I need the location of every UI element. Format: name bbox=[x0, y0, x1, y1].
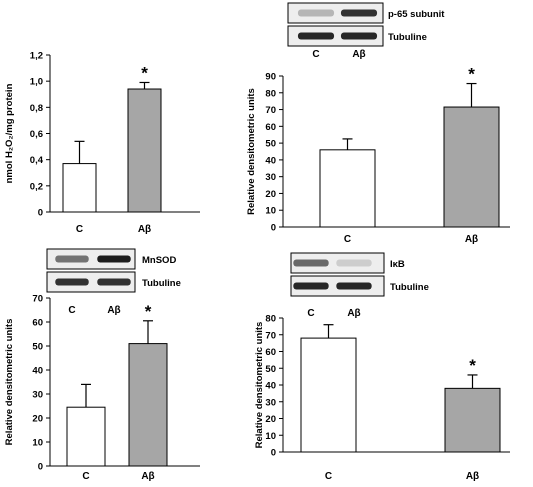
significance-asterisk: * bbox=[141, 63, 148, 82]
x-category-label: Aβ bbox=[466, 471, 479, 482]
blot-lane-label: C bbox=[68, 305, 75, 316]
y-axis-label: Relative densitometric units bbox=[4, 319, 15, 446]
blot-lane-label: Aβ bbox=[107, 305, 120, 316]
y-tick-label: 0 bbox=[38, 208, 43, 219]
blot-frame bbox=[46, 271, 136, 293]
y-tick-label: 70 bbox=[265, 105, 276, 116]
y-tick-label: 80 bbox=[265, 314, 276, 325]
blot-lane-label: C bbox=[307, 308, 314, 319]
y-tick-label: 50 bbox=[265, 364, 276, 375]
x-category-label: Aβ bbox=[465, 234, 478, 245]
y-tick-label: 10 bbox=[32, 438, 43, 449]
x-category-label: C bbox=[82, 471, 89, 482]
y-tick-label: 20 bbox=[32, 414, 43, 425]
blot-row-label: p-65 subunit bbox=[388, 9, 445, 20]
y-tick-label: 40 bbox=[32, 366, 43, 377]
bar-p65 bbox=[443, 106, 500, 228]
bar-ikb bbox=[444, 387, 501, 453]
y-tick-label: 90 bbox=[265, 72, 276, 83]
significance-asterisk: * bbox=[469, 356, 476, 375]
y-tick-label: 50 bbox=[265, 139, 276, 150]
y-tick-label: 10 bbox=[265, 431, 276, 442]
y-tick-label: 0 bbox=[38, 462, 43, 473]
blot-band bbox=[97, 255, 131, 263]
y-axis-label: nmol H₂O₂/mg protein bbox=[4, 83, 15, 183]
blot-lane-label: Aβ bbox=[347, 308, 360, 319]
blot-band bbox=[336, 282, 372, 290]
y-tick-label: 0 bbox=[271, 448, 276, 459]
blot-row-label: Tubuline bbox=[390, 282, 429, 293]
blot-band bbox=[55, 255, 89, 263]
y-tick-label: 20 bbox=[265, 414, 276, 425]
y-tick-label: 70 bbox=[265, 330, 276, 341]
blot-band bbox=[340, 32, 378, 40]
y-tick-label: 1,2 bbox=[30, 51, 43, 62]
blot-frame bbox=[290, 252, 385, 274]
blot-band bbox=[297, 32, 335, 40]
y-tick-label: 30 bbox=[32, 390, 43, 401]
y-tick-label: 60 bbox=[32, 318, 43, 329]
significance-asterisk: * bbox=[145, 302, 152, 321]
y-tick-label: 80 bbox=[265, 88, 276, 99]
blot-band bbox=[293, 282, 329, 290]
x-category-label: C bbox=[76, 224, 83, 235]
y-tick-label: 30 bbox=[265, 172, 276, 183]
y-tick-label: 50 bbox=[32, 342, 43, 353]
blot-row-label: MnSOD bbox=[142, 255, 176, 266]
y-axis-label: Relative densitometric units bbox=[246, 88, 257, 215]
blot-row-label: Tubuline bbox=[142, 278, 181, 289]
bar-h2o2 bbox=[62, 163, 97, 213]
bar-p65 bbox=[319, 149, 376, 228]
blot-band bbox=[340, 9, 378, 17]
y-tick-label: 60 bbox=[265, 122, 276, 133]
blot-frame bbox=[287, 2, 384, 24]
bar-h2o2 bbox=[127, 88, 162, 213]
blot-band bbox=[293, 259, 329, 267]
x-category-label: C bbox=[344, 234, 351, 245]
y-tick-label: 0,2 bbox=[30, 181, 43, 192]
x-category-label: Aβ bbox=[141, 471, 154, 482]
y-tick-label: 0,6 bbox=[30, 129, 43, 140]
y-tick-label: 0,4 bbox=[30, 155, 44, 166]
y-tick-label: 10 bbox=[265, 206, 276, 217]
blot-lane-label: C bbox=[312, 49, 319, 60]
x-category-label: C bbox=[325, 471, 332, 482]
blot-lane-label: Aβ bbox=[352, 49, 365, 60]
blot-band bbox=[97, 278, 131, 286]
y-tick-label: 20 bbox=[265, 189, 276, 200]
blot-frame bbox=[287, 25, 384, 47]
blot-band bbox=[297, 9, 335, 17]
bar-mnsod bbox=[128, 343, 168, 467]
y-tick-label: 30 bbox=[265, 397, 276, 408]
y-axis-label: Relative densitometric units bbox=[254, 322, 265, 449]
blot-row-label: IκB bbox=[390, 259, 405, 270]
bar-ikb bbox=[300, 337, 357, 453]
significance-asterisk: * bbox=[468, 65, 475, 84]
bar-mnsod bbox=[66, 406, 106, 467]
y-tick-label: 1,0 bbox=[30, 77, 43, 88]
y-tick-label: 0,8 bbox=[30, 103, 43, 114]
y-tick-label: 60 bbox=[265, 347, 276, 358]
y-tick-label: 40 bbox=[265, 155, 276, 166]
y-tick-label: 0 bbox=[271, 223, 276, 234]
blot-row-label: Tubuline bbox=[388, 32, 427, 43]
y-tick-label: 40 bbox=[265, 381, 276, 392]
x-category-label: Aβ bbox=[138, 224, 151, 235]
blot-band bbox=[55, 278, 89, 286]
blot-band bbox=[336, 259, 372, 267]
blot-frame bbox=[46, 248, 136, 270]
y-tick-label: 70 bbox=[32, 294, 43, 305]
